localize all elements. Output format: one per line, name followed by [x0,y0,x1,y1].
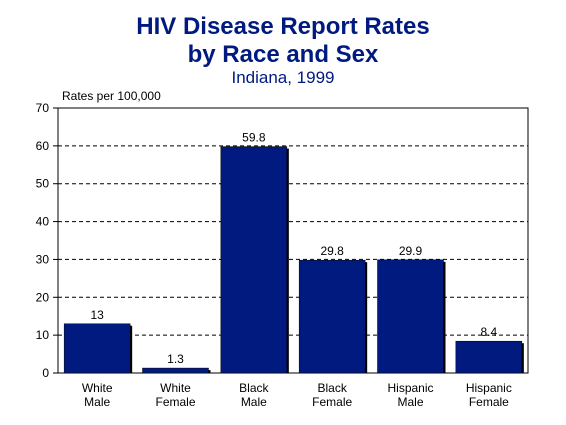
y-tick-label: 0 [42,366,49,380]
plot-area [57,107,529,374]
data-label: 13 [90,308,104,322]
x-tick-label: White [82,381,113,395]
x-tick-label: Female [469,395,509,409]
x-tick-label: Female [155,395,195,409]
data-label: 29.8 [320,244,344,258]
x-tick-label: Black [317,381,347,395]
x-tick-label: Hispanic [387,381,433,395]
bar [142,367,209,374]
bar [220,146,288,374]
chart-title: HIV Disease Report Rates [136,13,430,40]
y-axis-label: Rates per 100,000 [62,89,161,103]
x-tick-label: Male [241,395,267,409]
x-tick-label: Hispanic [466,381,512,395]
chart-subtitle: Indiana, 1999 [231,68,335,87]
bar [63,323,131,374]
y-tick-label: 20 [36,290,50,304]
y-tick-label: 10 [36,328,50,342]
bar [377,259,444,374]
y-tick-label: 40 [36,215,50,229]
bar [298,259,366,374]
bar [455,340,523,374]
x-tick-label: Male [84,395,110,409]
data-label: 8.4 [480,325,497,339]
data-label: 59.8 [242,131,266,145]
x-tick-label: White [160,381,191,395]
y-tick-label: 50 [36,177,50,191]
x-tick-label: Male [397,395,423,409]
y-tick-label: 30 [36,252,50,266]
x-tick-label: Black [239,381,269,395]
x-tick-label: Female [312,395,352,409]
y-tick-label: 70 [36,101,50,115]
y-tick-label: 60 [36,139,50,153]
data-label: 1.3 [167,352,184,366]
chart-title-line2: by Race and Sex [187,41,379,68]
data-label: 29.9 [399,244,423,258]
